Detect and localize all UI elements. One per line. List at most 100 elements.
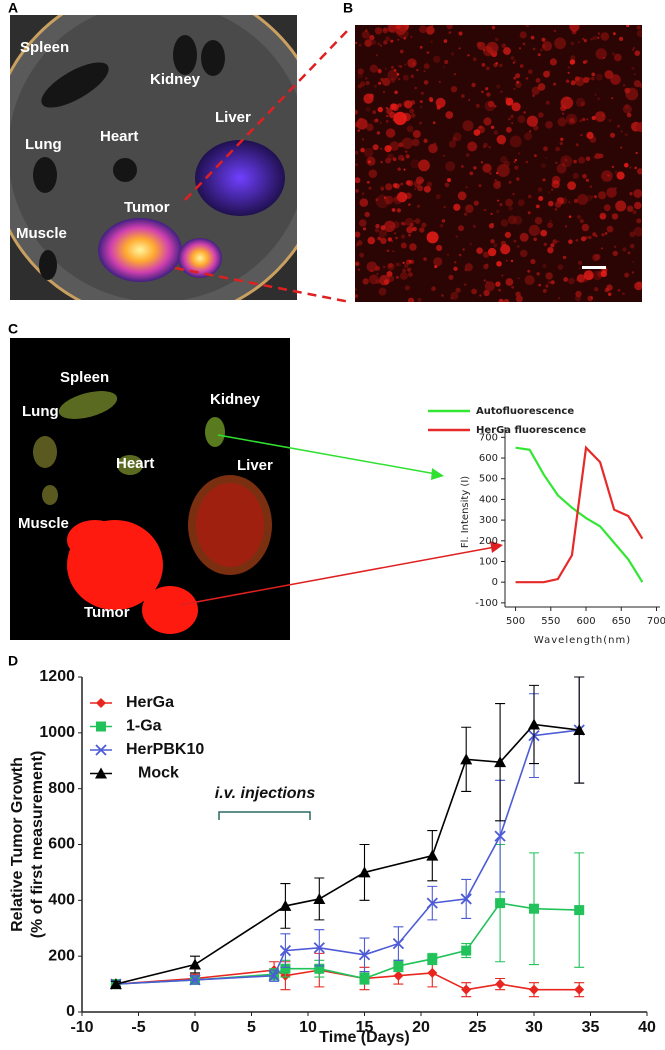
speckle (488, 172, 492, 175)
speckle (361, 30, 370, 39)
y-tick-label: 300 (479, 515, 498, 526)
speckle (629, 166, 632, 169)
speckle (364, 39, 373, 47)
speckle (406, 125, 414, 133)
speckle (527, 69, 533, 75)
speckle (577, 41, 580, 44)
x-tick-label: 600 (576, 616, 595, 627)
speckle (374, 27, 383, 35)
speckle (600, 247, 603, 250)
speckle (636, 29, 642, 37)
speckle (463, 283, 467, 286)
speckle (471, 288, 477, 295)
speckle (392, 221, 400, 229)
speckle (428, 143, 438, 154)
speckle (523, 111, 527, 114)
speckle (436, 244, 443, 251)
speckle (467, 54, 470, 57)
speckle (403, 25, 406, 27)
speckle (403, 263, 409, 269)
speckle (435, 97, 446, 108)
marker (460, 893, 472, 905)
speckle (355, 109, 358, 115)
speckle (468, 99, 471, 101)
organ-label: Heart (100, 128, 138, 145)
speckle (458, 47, 461, 50)
y-axis-title: Fl. Intensity (I) (460, 476, 471, 548)
speckle (476, 247, 483, 254)
speckle (636, 122, 642, 133)
speckle (632, 210, 637, 215)
speckle (509, 135, 522, 148)
speckle (565, 79, 570, 83)
series-line (115, 729, 580, 985)
speckle (383, 196, 386, 199)
marker (426, 897, 438, 909)
speckle (496, 209, 500, 213)
speckle (503, 47, 511, 55)
speckle (632, 260, 635, 263)
speckle (570, 41, 574, 46)
marker (528, 718, 540, 730)
speckle (419, 45, 423, 49)
speckle (500, 90, 503, 93)
speckle (603, 56, 606, 60)
speckle (563, 277, 569, 282)
speckle (488, 145, 492, 149)
speckle (545, 100, 550, 105)
speckle (615, 200, 627, 212)
speckle (419, 227, 425, 233)
speckle (616, 171, 625, 180)
speckle (530, 258, 536, 265)
speckle (377, 42, 381, 46)
speckle (408, 272, 413, 277)
speckle (515, 295, 523, 302)
speckle (519, 232, 529, 242)
speckle (498, 288, 501, 292)
speckle (519, 47, 521, 50)
legend-label: Autofluorescence (476, 406, 574, 417)
speckle (411, 138, 420, 147)
speckle (582, 37, 585, 40)
speckle (541, 37, 546, 42)
marker (495, 979, 506, 990)
speckle (390, 39, 394, 43)
speckle (367, 236, 376, 245)
y-tick-label: 800 (48, 780, 75, 797)
speckle (513, 215, 523, 225)
speckle (405, 192, 412, 200)
speckle (467, 141, 478, 152)
speckle (366, 156, 376, 166)
speckle (505, 198, 513, 207)
speckle (592, 270, 603, 281)
speckle (595, 48, 607, 60)
speckle (448, 31, 452, 34)
speckle (382, 27, 389, 34)
speckle (545, 156, 548, 159)
speckle (513, 160, 516, 163)
speckle (542, 178, 546, 182)
speckle (554, 201, 562, 208)
x-tick-label: 650 (612, 616, 631, 627)
organ-label: Muscle (18, 515, 69, 532)
speckle (495, 62, 499, 65)
x-tick-label: 700 (647, 616, 665, 627)
speckle (575, 295, 581, 302)
speckle (624, 133, 628, 137)
speckle (450, 291, 459, 300)
speckle (387, 25, 396, 33)
speckle (574, 76, 580, 81)
speckle (626, 112, 632, 118)
speckle (513, 239, 517, 243)
speckle (363, 93, 374, 104)
speckle (385, 157, 392, 164)
speckle (445, 161, 456, 172)
speckle (516, 80, 520, 84)
speckle (633, 189, 642, 198)
marker (95, 767, 107, 779)
marker (268, 970, 280, 982)
panel-letter: B (343, 0, 353, 16)
speckle (385, 119, 389, 123)
speckle (550, 188, 554, 191)
speckle (631, 271, 635, 274)
